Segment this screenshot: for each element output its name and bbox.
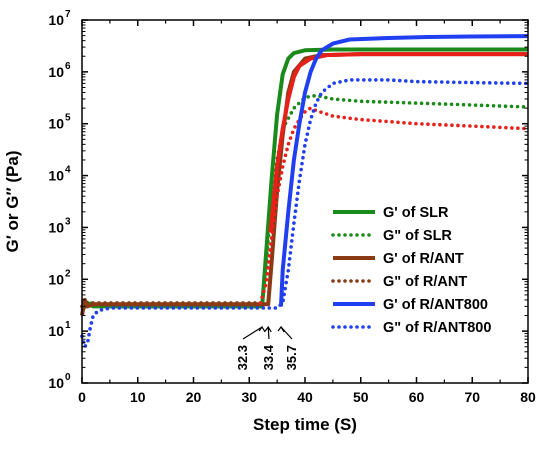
x-tick-label: 10 <box>130 389 146 405</box>
x-tick-label: 80 <box>520 389 536 405</box>
series-layer <box>80 34 530 349</box>
y-tick-label: 10 <box>48 219 64 235</box>
legend-label-0: G' of SLR <box>383 205 449 221</box>
annotation-arrowhead <box>258 325 266 333</box>
legend-label-1: G" of SLR <box>383 228 452 244</box>
y-tick-exponent: 0 <box>65 372 71 383</box>
legend-label-5: G" of R/ANT800 <box>383 320 491 336</box>
x-tick-label: 40 <box>297 389 313 405</box>
y-tick-exponent: 5 <box>65 113 71 124</box>
series-line-6 <box>279 34 529 307</box>
annotation-label: 35.7 <box>284 345 299 370</box>
annotation-arrow <box>267 326 270 340</box>
annotation-arrowhead <box>264 325 272 333</box>
series-line-5 <box>258 106 530 305</box>
y-tick-exponent: 6 <box>65 61 71 72</box>
y-tick-exponent: 1 <box>65 320 71 331</box>
legend-label-4: G' of R/ANT800 <box>383 297 488 313</box>
x-axis-title: Step time (S) <box>253 415 357 434</box>
legend: G' of SLR G" of SLR G' of R/ANT G" of R/ANT… <box>331 205 491 336</box>
y-tick-label: 10 <box>48 271 64 287</box>
x-tick-label: 70 <box>464 389 480 405</box>
annotation-label: 32.3 <box>235 345 250 370</box>
legend-label-3: G" of R/ANT <box>383 274 467 290</box>
legend-label-2: G' of R/ANT <box>383 251 464 267</box>
y-tick-label: 10 <box>48 116 64 132</box>
series-line-0 <box>80 47 528 312</box>
y-tick-exponent: 4 <box>65 165 71 176</box>
y-axis-title: G′ or G″ (Pa) <box>3 151 22 253</box>
y-tick-exponent: 7 <box>65 9 71 20</box>
annotation-label: 33.4 <box>261 344 276 370</box>
x-tick-label: 60 <box>409 389 425 405</box>
y-tick-exponent: 3 <box>65 216 71 227</box>
series-line-4 <box>268 52 528 233</box>
annotation-layer: 32.3 33.4 35.7 <box>235 325 299 370</box>
x-tick-label: 0 <box>78 389 86 405</box>
x-tick-label: 50 <box>353 389 369 405</box>
y-tick-label: 10 <box>48 323 64 339</box>
series-line-3 <box>80 301 263 309</box>
y-tick-label: 10 <box>48 375 64 391</box>
y-tick-exponent: 2 <box>65 268 71 279</box>
y-tick-label: 10 <box>48 64 64 80</box>
y-tick-label: 10 <box>48 12 64 28</box>
annotation-arrow <box>242 326 263 340</box>
x-tick-label: 30 <box>241 389 257 405</box>
series-line-7 <box>80 78 530 349</box>
annotation-arrowhead <box>277 325 285 333</box>
x-tick-label: 20 <box>186 389 202 405</box>
y-tick-label: 10 <box>48 168 64 184</box>
